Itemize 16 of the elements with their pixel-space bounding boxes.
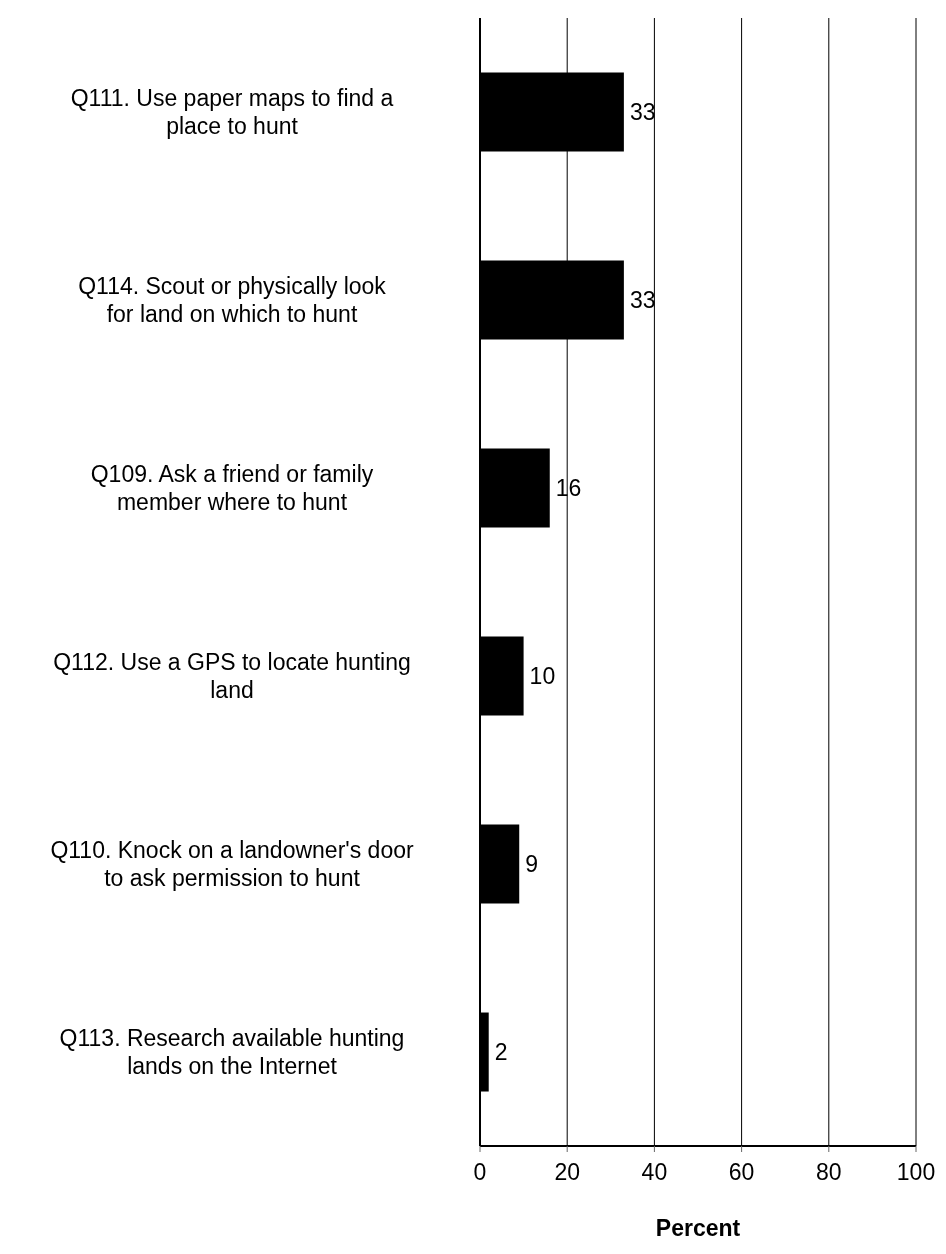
x-tick-label: 20 (554, 1159, 580, 1186)
x-tick-label: 80 (816, 1159, 842, 1186)
x-tick-label: 100 (896, 1159, 936, 1186)
x-tick-label: 60 (728, 1159, 755, 1186)
y-tick-label: Q112. Use a GPS to locate hunting land (53, 649, 411, 704)
data-label: 10 (529, 663, 556, 690)
x-tick-label: 0 (473, 1159, 487, 1186)
data-label: 9 (525, 851, 539, 878)
y-tick-label: Q111. Use paper maps to find a place to hunt (70, 85, 394, 140)
x-tick-label: 40 (641, 1159, 668, 1186)
data-label: 2 (494, 1039, 508, 1066)
y-tick-label: Q109. Ask a friend or family member where to hunt (90, 461, 374, 516)
x-axis-title: Percent (655, 1215, 741, 1241)
y-tick-label: Q114. Scout or physically look for land on which to hunt (78, 273, 387, 328)
y-tick-label: Q113. Research available hunting lands on the Internet (59, 1025, 405, 1080)
y-tick-label: Q110. Knock on a landowner's door to ask permission to hunt (50, 837, 414, 892)
